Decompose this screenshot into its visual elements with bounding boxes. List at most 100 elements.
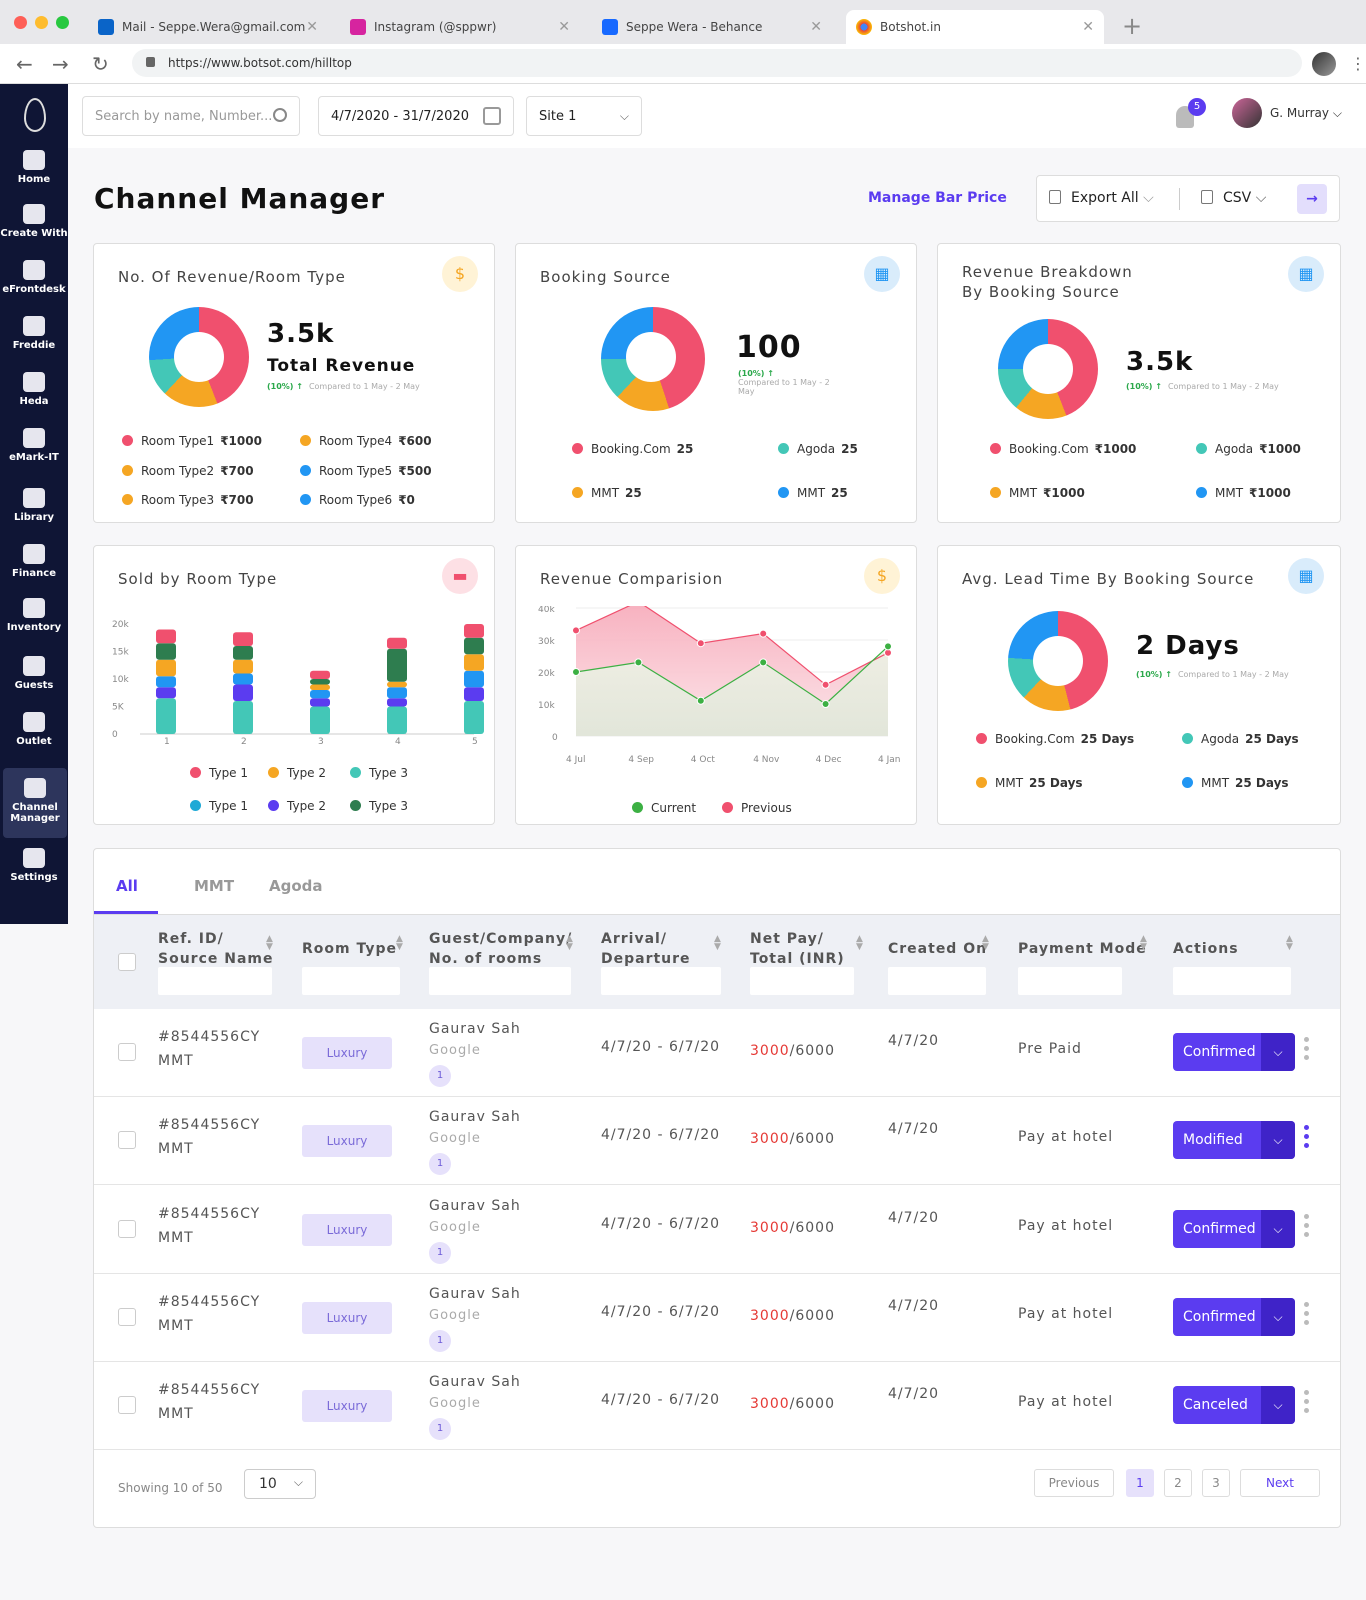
sidebar-item-inventory[interactable]: Inventory xyxy=(0,598,68,633)
manage-bar-price-link[interactable]: Manage Bar Price xyxy=(868,190,1007,206)
tab-agoda[interactable]: Agoda xyxy=(269,877,323,895)
table-row[interactable]: #8544556CY MMT Luxury Gaurav Sah Google 1 4/7/… xyxy=(94,1274,1340,1362)
minimize-window-button[interactable] xyxy=(35,16,48,29)
browser-tab-behance[interactable]: Seppe Wera - Behance ✕ xyxy=(592,10,832,44)
table-row[interactable]: #8544556CY MMT Luxury Gaurav Sah Google 1 4/7/… xyxy=(94,1009,1340,1097)
column-header: Room Type xyxy=(302,941,398,957)
maximize-window-button[interactable] xyxy=(56,16,69,29)
sort-icon[interactable]: ▲ ▼ xyxy=(714,934,721,952)
browser-tab-mail[interactable]: Mail - Seppe.Wera@gmail.com ✕ xyxy=(88,10,328,44)
site-select[interactable]: Site 1 ⌵ xyxy=(526,96,642,136)
chevron-down-icon[interactable]: ⌵ xyxy=(1261,1298,1295,1336)
status-action-button[interactable]: Confirmed ⌵ xyxy=(1173,1210,1295,1248)
close-tab-icon[interactable]: ✕ xyxy=(1082,19,1094,35)
column-filter-input[interactable] xyxy=(429,967,571,995)
browser-profile-avatar[interactable] xyxy=(1312,52,1336,76)
sidebar-item-library[interactable]: Library xyxy=(0,488,68,523)
page-size-select[interactable]: 10 ⌵ xyxy=(244,1469,316,1499)
browser-tab-instagram[interactable]: Instagram (@sppwr) ✕ xyxy=(340,10,580,44)
sidebar-item-channel-manager[interactable]: Channel Manager xyxy=(3,768,67,838)
status-action-button[interactable]: Modified ⌵ xyxy=(1173,1121,1295,1159)
column-filter-input[interactable] xyxy=(302,967,400,995)
status-action-button[interactable]: Confirmed ⌵ xyxy=(1173,1298,1295,1336)
column-filter-input[interactable] xyxy=(1018,967,1122,995)
sidebar-item-home[interactable]: Home xyxy=(0,150,68,185)
row-checkbox[interactable] xyxy=(118,1308,136,1326)
bar-segment xyxy=(464,701,484,734)
close-tab-icon[interactable]: ✕ xyxy=(810,19,822,35)
sidebar-item-settings[interactable]: Settings xyxy=(0,848,68,883)
csv-dropdown[interactable]: CSV ⌵ xyxy=(1223,190,1267,206)
app-logo[interactable] xyxy=(24,98,46,132)
window-controls[interactable] xyxy=(14,16,69,29)
next-page-button[interactable]: Next xyxy=(1240,1469,1320,1497)
sidebar-item-create-with[interactable]: Create With xyxy=(0,204,68,239)
sort-icon[interactable]: ▲ ▼ xyxy=(982,934,989,952)
row-checkbox[interactable] xyxy=(118,1220,136,1238)
sort-icon[interactable]: ▲ ▼ xyxy=(1140,934,1147,952)
back-icon[interactable]: ← xyxy=(16,52,33,76)
company-name: Google xyxy=(429,1220,481,1235)
sort-icon[interactable]: ▲ ▼ xyxy=(396,934,403,952)
sort-icon[interactable]: ▲ ▼ xyxy=(1286,934,1293,952)
tab-all[interactable]: All xyxy=(116,877,138,895)
chevron-down-icon[interactable]: ⌵ xyxy=(1261,1386,1295,1424)
user-avatar[interactable] xyxy=(1232,98,1262,128)
user-menu[interactable]: G. Murray ⌵ xyxy=(1270,106,1342,120)
column-filter-input[interactable] xyxy=(601,967,721,995)
close-tab-icon[interactable]: ✕ xyxy=(306,19,318,35)
column-filter-input[interactable] xyxy=(1173,967,1291,995)
sidebar-item-outlet[interactable]: Outlet xyxy=(0,712,68,747)
row-more-icon[interactable] xyxy=(1304,1037,1309,1064)
page-1-button[interactable]: 1 xyxy=(1126,1469,1154,1497)
sidebar-item-finance[interactable]: Finance xyxy=(0,544,68,579)
chevron-down-icon[interactable]: ⌵ xyxy=(1261,1033,1295,1071)
table-row[interactable]: #8544556CY MMT Luxury Gaurav Sah Google 1 4/7/… xyxy=(94,1097,1340,1185)
row-more-icon[interactable] xyxy=(1304,1125,1309,1152)
reload-icon[interactable]: ↻ xyxy=(92,52,109,76)
browser-tab-botshot[interactable]: Botshot.in ✕ xyxy=(846,10,1104,44)
new-tab-icon[interactable]: + xyxy=(1122,12,1143,40)
table-row[interactable]: #8544556CY MMT Luxury Gaurav Sah Google 1 4/7/… xyxy=(94,1186,1340,1274)
status-action-button[interactable]: Canceled ⌵ xyxy=(1173,1386,1295,1424)
previous-page-button[interactable]: Previous xyxy=(1034,1469,1114,1497)
tab-mmt[interactable]: MMT xyxy=(194,877,235,895)
y-tick-label: 20k xyxy=(538,669,555,679)
row-checkbox[interactable] xyxy=(118,1043,136,1061)
close-tab-icon[interactable]: ✕ xyxy=(558,19,570,35)
sidebar-item-efrontdesk[interactable]: eFrontdesk xyxy=(0,260,68,295)
column-filter-input[interactable] xyxy=(158,967,272,995)
page-3-button[interactable]: 3 xyxy=(1202,1469,1230,1497)
sidebar-item-heda[interactable]: Heda xyxy=(0,372,68,407)
status-action-button[interactable]: Confirmed ⌵ xyxy=(1173,1033,1295,1071)
column-filter-input[interactable] xyxy=(750,967,854,995)
sort-icon[interactable]: ▲ ▼ xyxy=(266,934,273,952)
sort-icon[interactable]: ▲ ▼ xyxy=(856,934,863,952)
sort-icon[interactable]: ▲ ▼ xyxy=(566,934,573,952)
sidebar-item-freddie[interactable]: Freddie xyxy=(0,316,68,351)
forward-icon[interactable]: → xyxy=(52,52,69,76)
chevron-down-icon[interactable]: ⌵ xyxy=(1261,1121,1295,1159)
close-window-button[interactable] xyxy=(14,16,27,29)
browser-menu-icon[interactable]: ⋮ xyxy=(1350,54,1366,73)
column-filter-input[interactable] xyxy=(888,967,986,995)
row-more-icon[interactable] xyxy=(1304,1214,1309,1241)
row-more-icon[interactable] xyxy=(1304,1302,1309,1329)
url-field[interactable]: https://www.botsot.com/hilltop xyxy=(132,49,1302,77)
sidebar-item-guests[interactable]: Guests xyxy=(0,656,68,691)
row-more-icon[interactable] xyxy=(1304,1390,1309,1417)
export-go-button[interactable]: → xyxy=(1297,184,1327,214)
page-2-button[interactable]: 2 xyxy=(1164,1469,1192,1497)
row-checkbox[interactable] xyxy=(118,1131,136,1149)
sidebar-item-emark-it[interactable]: eMark-IT xyxy=(0,428,68,463)
row-checkbox[interactable] xyxy=(118,1396,136,1414)
select-all-checkbox[interactable] xyxy=(118,953,136,971)
export-all-dropdown[interactable]: Export All ⌵ xyxy=(1071,190,1154,206)
line-current xyxy=(575,645,889,705)
legend-item: Agoda 25 xyxy=(778,442,858,456)
date-range-picker[interactable]: 4/7/2020 - 31/7/2020 xyxy=(318,96,514,136)
table-row[interactable]: #8544556CY MMT Luxury Gaurav Sah Google 1 4/7/… xyxy=(94,1362,1340,1450)
chevron-down-icon[interactable]: ⌵ xyxy=(1261,1210,1295,1248)
search-input[interactable]: Search by name, Number... xyxy=(82,96,300,136)
guests-icon xyxy=(23,656,45,676)
